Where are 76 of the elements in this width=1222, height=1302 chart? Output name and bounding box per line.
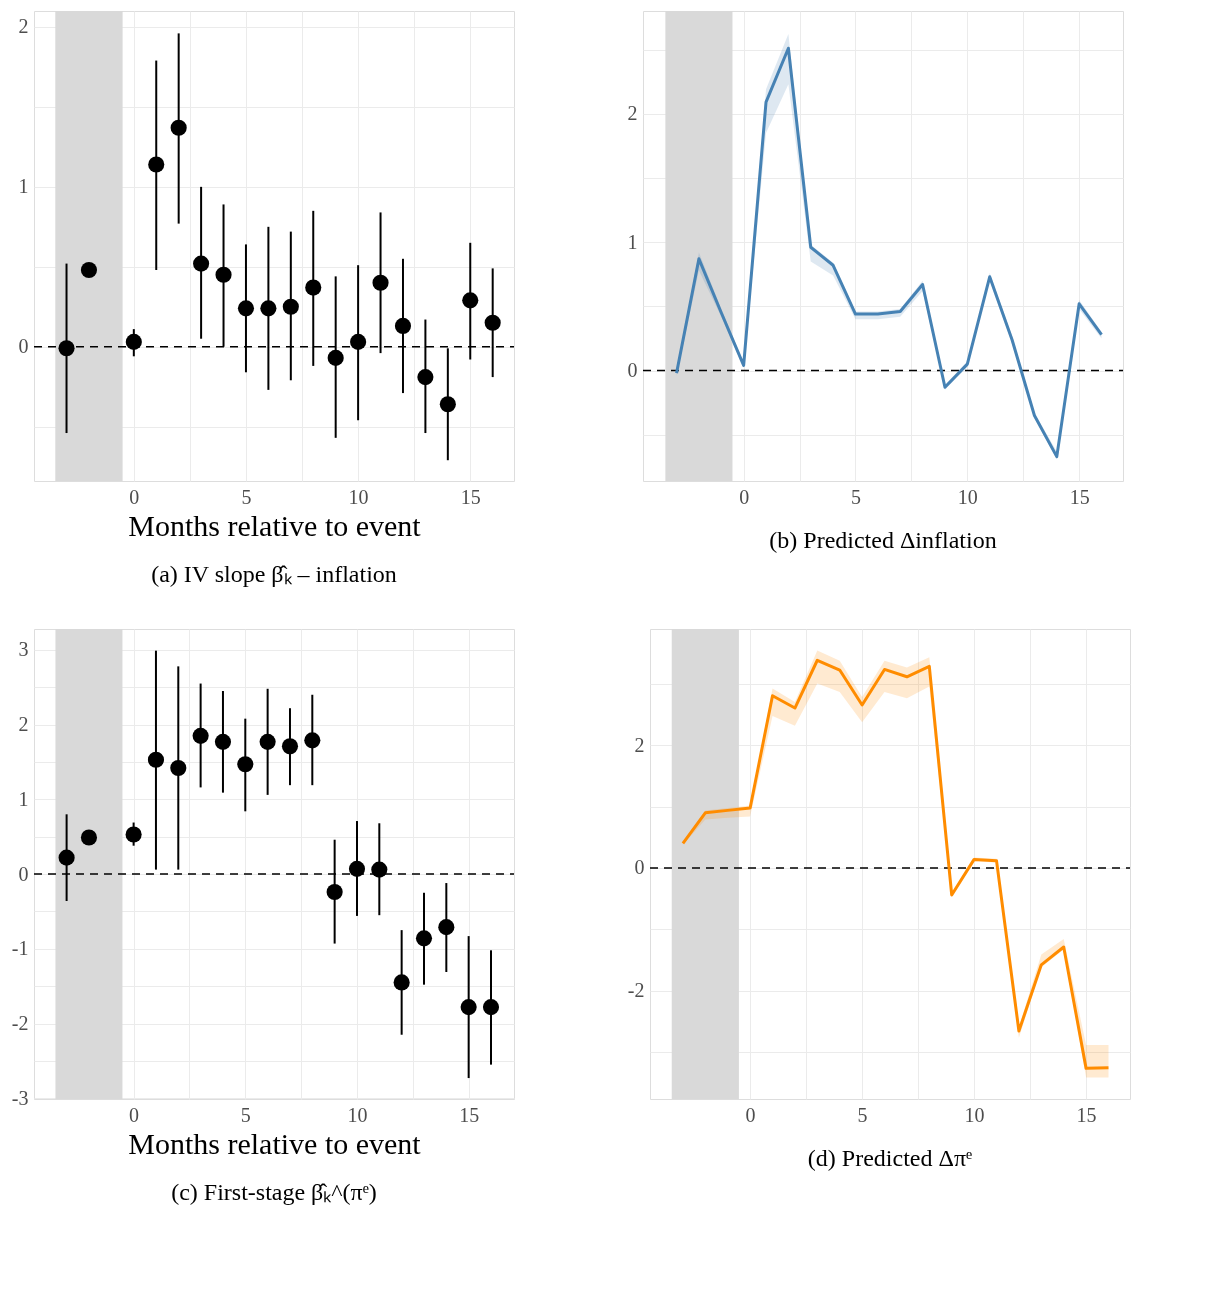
x-tick-label: 5 — [857, 1103, 868, 1126]
point — [193, 255, 210, 272]
point — [482, 999, 500, 1016]
y-tick-label: 2 — [18, 15, 29, 38]
point — [484, 314, 501, 331]
point — [326, 883, 343, 901]
y-tick-label: 0 — [18, 335, 29, 358]
y-tick-label: 0 — [18, 862, 29, 885]
point — [215, 266, 232, 283]
y-tick-label: 3 — [18, 638, 29, 661]
x-tick-label: 0 — [745, 1103, 756, 1126]
point — [348, 860, 366, 877]
point — [462, 292, 479, 309]
point — [438, 919, 455, 936]
y-tick-label: 0 — [627, 359, 638, 382]
point — [170, 759, 187, 777]
x-tick-label: 0 — [129, 1103, 140, 1126]
x-tick-label: 10 — [957, 485, 978, 508]
x-tick-label: 15 — [460, 485, 481, 508]
y-tick-label: 1 — [18, 787, 29, 810]
x-tick-label: 10 — [347, 1103, 368, 1126]
point — [394, 317, 412, 334]
y-tick-label: 1 — [627, 230, 638, 253]
point — [259, 733, 276, 750]
point — [327, 349, 344, 366]
point — [147, 751, 165, 768]
text: (c) First-stage β̂ₖ^(πᵉ) — [171, 1179, 377, 1205]
point — [304, 732, 321, 749]
point — [58, 340, 75, 357]
x-axis-title: Months relative to event — [128, 508, 422, 542]
point — [125, 826, 142, 843]
point — [415, 930, 433, 947]
point — [192, 727, 209, 744]
text: (a) IV slope β̂ₖ – inflation — [151, 561, 397, 587]
point — [393, 974, 410, 991]
point — [282, 298, 299, 315]
y-tick-label: -2 — [11, 1012, 29, 1035]
point — [281, 738, 299, 755]
text: (b) Predicted Δinflation — [769, 527, 997, 553]
y-tick-label: 0 — [634, 856, 645, 879]
x-tick-label: 5 — [850, 485, 861, 508]
x-tick-label: 15 — [459, 1103, 480, 1126]
point — [80, 829, 98, 846]
point — [371, 861, 388, 878]
y-tick-label: 1 — [18, 175, 29, 198]
point — [148, 156, 165, 173]
point — [214, 733, 232, 750]
x-tick-label: 15 — [1069, 485, 1090, 508]
y-tick-label: -1 — [11, 937, 29, 960]
point — [439, 396, 456, 413]
x-tick-label: 10 — [348, 485, 369, 508]
point — [80, 261, 98, 279]
x-tick-label: 0 — [129, 485, 140, 508]
point — [237, 756, 254, 773]
point — [237, 300, 255, 317]
x-tick-label: 10 — [964, 1103, 985, 1126]
y-tick-label: -3 — [11, 1086, 29, 1109]
x-tick-label: 15 — [1076, 1103, 1097, 1126]
point — [125, 333, 142, 350]
point — [170, 119, 187, 136]
point — [372, 274, 389, 291]
text: (d) Predicted Δπᵉ — [807, 1145, 973, 1171]
y-tick-label: -2 — [627, 979, 645, 1002]
y-tick-label: 2 — [18, 713, 29, 736]
point — [417, 369, 434, 386]
x-tick-label: 0 — [739, 485, 750, 508]
y-tick-label: 2 — [634, 733, 645, 756]
point — [305, 279, 322, 296]
x-axis-title: Months relative to event — [128, 1126, 422, 1160]
point — [460, 999, 477, 1016]
point — [350, 333, 367, 350]
point — [58, 849, 75, 866]
x-tick-label: 5 — [241, 485, 252, 508]
x-tick-label: 5 — [240, 1103, 251, 1126]
point — [260, 300, 277, 317]
y-tick-label: 2 — [627, 102, 638, 125]
